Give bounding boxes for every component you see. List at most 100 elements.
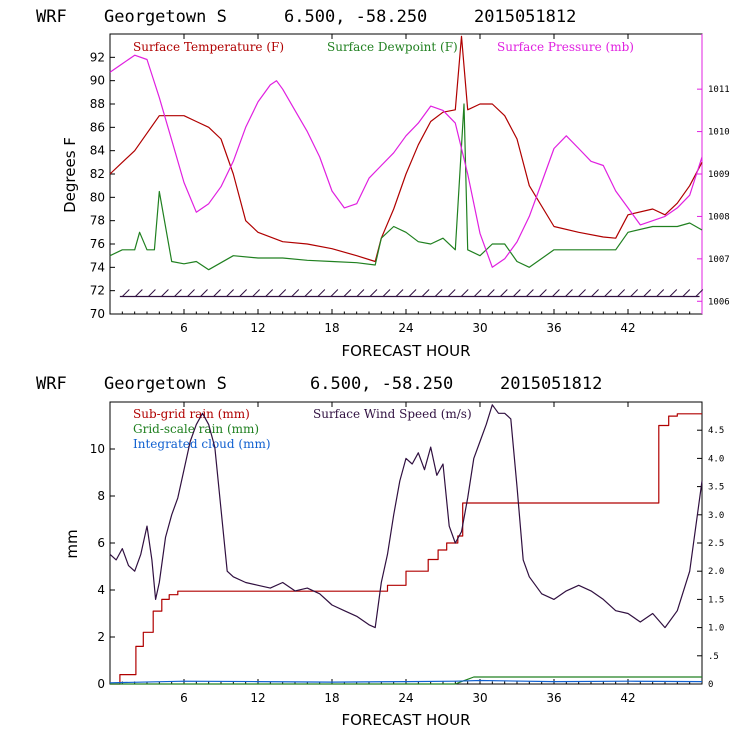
- wind-barb: [174, 289, 182, 297]
- wind-barb: [369, 289, 378, 297]
- p2-y-tick-label: 2: [97, 630, 105, 644]
- wind-barb: [200, 289, 208, 297]
- wind-barb: [252, 289, 261, 297]
- p1-y-tick-label: 90: [90, 74, 105, 88]
- p2-x-tick-label: 30: [472, 691, 487, 705]
- p2-y2-tick-label: 1.5: [708, 595, 724, 605]
- p1-y-tick-label: 92: [90, 50, 105, 64]
- p1-series-surface-dewpoint: [109, 103, 703, 271]
- p1-y-tick-label: 76: [90, 237, 105, 251]
- wind-barb: [213, 289, 221, 297]
- p1-y2-tick-label: 1007: [708, 255, 730, 265]
- p2-x-tick-label: 42: [620, 691, 635, 705]
- wind-barb: [526, 289, 534, 297]
- p1-x-tick-label: 42: [620, 321, 635, 335]
- wind-barb: [617, 289, 625, 297]
- wind-barb: [121, 289, 130, 297]
- p2-y2-tick-label: .5: [708, 652, 719, 662]
- panel2-xlabel: FORECAST HOUR: [341, 711, 470, 729]
- legend-temperature: Surface Temperature (F): [133, 40, 284, 54]
- wind-barb: [630, 289, 639, 297]
- p1-y-tick-label: 80: [90, 190, 105, 204]
- p1-y-tick-label: 82: [90, 167, 105, 181]
- wind-barb: [486, 289, 495, 297]
- p1-y2-tick-label: 1010: [708, 128, 730, 138]
- p1-y2-tick-label: 1009: [708, 170, 730, 180]
- p1-y2-tick-label: 1011: [708, 85, 730, 95]
- p1-series-surface-pressure: [109, 54, 703, 268]
- p2-y-tick-label: 4: [97, 583, 105, 597]
- p2-series-surface-wind-speed: [109, 404, 703, 629]
- wind-barb: [135, 289, 143, 297]
- p1-y-tick-label: 72: [90, 284, 105, 298]
- p1-x-tick-label: 12: [250, 321, 265, 335]
- wind-barb: [460, 289, 469, 297]
- panel1-ylabel: Degrees F: [61, 137, 79, 213]
- wind-barb: [356, 289, 365, 297]
- wind-barb: [682, 289, 691, 297]
- p2-x-tick-label: 12: [250, 691, 265, 705]
- wind-barb: [343, 289, 352, 297]
- p2-y-tick-label: 10: [90, 442, 105, 456]
- wind-barb: [278, 289, 287, 297]
- p2-y2-tick-label: 3.5: [708, 483, 724, 493]
- p1-y-tick-label: 84: [90, 144, 105, 158]
- panel1-xlabel: FORECAST HOUR: [341, 342, 470, 360]
- p2-x-tick-label: 6: [180, 691, 188, 705]
- legend-subgrid-rain: Sub-grid rain (mm): [133, 407, 250, 421]
- wind-barb: [239, 289, 247, 297]
- p2-x-tick-label: 36: [546, 691, 561, 705]
- wind-barb: [291, 289, 300, 297]
- wind-barb: [148, 289, 156, 297]
- panel1-model: WRF: [36, 7, 67, 27]
- p1-x-tick-label: 24: [398, 321, 413, 335]
- wind-barb: [513, 289, 521, 297]
- panel1-init: 2015051812: [474, 7, 576, 27]
- wind-barb: [226, 289, 234, 297]
- wind-barb: [656, 289, 665, 297]
- wind-barb: [565, 289, 573, 297]
- wind-barb: [395, 289, 404, 297]
- p2-y2-tick-label: 0: [708, 680, 713, 690]
- p2-y2-tick-label: 3.0: [708, 511, 724, 521]
- p2-x-tick-label: 24: [398, 691, 413, 705]
- wind-barb: [552, 289, 560, 297]
- wind-barb: [408, 289, 417, 297]
- legend-gridscale-rain: Grid-scale rain (mm): [133, 422, 259, 436]
- p2-y2-tick-label: 1.0: [708, 624, 724, 634]
- panel1-location: Georgetown S: [104, 7, 227, 27]
- panel2-model: WRF: [36, 374, 67, 394]
- legend-wind-speed: Surface Wind Speed (m/s): [313, 407, 472, 421]
- p2-y-tick-label: 0: [97, 677, 105, 691]
- wind-barb: [643, 289, 652, 297]
- p2-x-tick-label: 18: [324, 691, 339, 705]
- legend-pressure: Surface Pressure (mb): [497, 40, 634, 54]
- p2-y2-tick-label: 2.5: [708, 539, 724, 549]
- wind-barb: [578, 289, 586, 297]
- legend-dewpoint: Surface Dewpoint (F): [327, 40, 458, 54]
- panel1-coords: 6.500, -58.250: [284, 7, 427, 27]
- p1-y-tick-label: 88: [90, 97, 105, 111]
- wind-barb: [499, 289, 508, 297]
- wind-barb: [161, 289, 169, 297]
- wind-barb: [591, 289, 599, 297]
- wind-barb: [695, 289, 704, 297]
- p1-y-tick-label: 70: [90, 307, 105, 321]
- p1-y-tick-label: 74: [90, 260, 105, 274]
- wind-barb: [265, 289, 274, 297]
- p1-y2-tick-label: 1006: [708, 297, 730, 307]
- p1-y2-tick-label: 1008: [708, 212, 730, 222]
- p1-series-surface-temperature: [109, 35, 703, 263]
- wind-barb: [304, 289, 313, 297]
- wind-barb: [382, 289, 391, 297]
- p2-series-sub-grid-rain: [110, 413, 702, 685]
- panel2-ylabel: mm: [63, 529, 81, 558]
- wind-barb: [317, 289, 326, 297]
- p2-y-tick-label: 6: [97, 536, 105, 550]
- wind-barb: [604, 289, 612, 297]
- legend-cloud: Integrated cloud (mm): [133, 437, 271, 451]
- p2-series-integrated-cloud: [109, 679, 703, 684]
- p1-x-tick-label: 30: [472, 321, 487, 335]
- wind-barb: [330, 289, 339, 297]
